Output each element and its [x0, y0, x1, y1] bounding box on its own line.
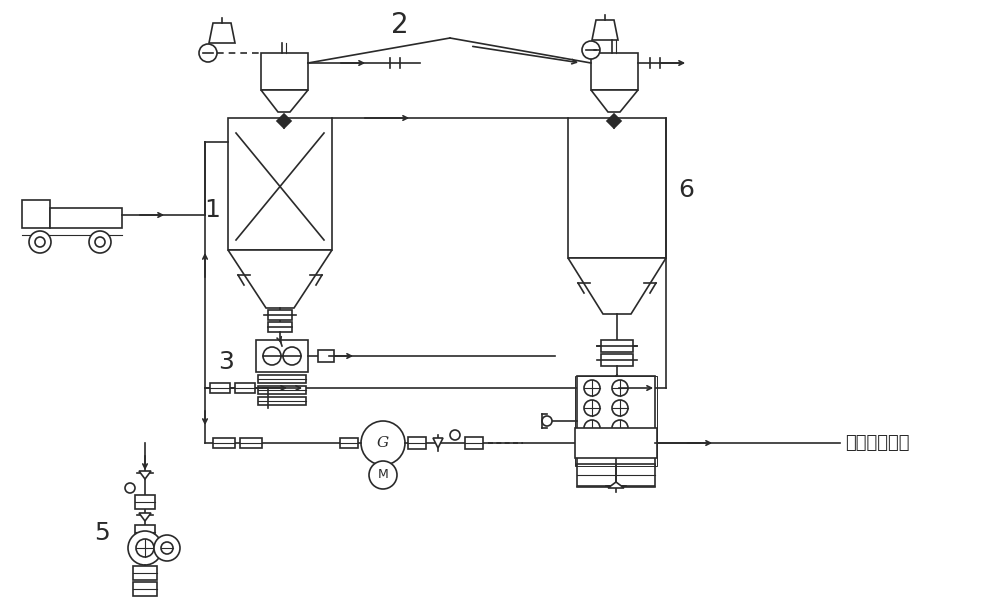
- Circle shape: [136, 539, 154, 557]
- Circle shape: [584, 380, 600, 396]
- Circle shape: [584, 440, 600, 456]
- Polygon shape: [433, 438, 443, 448]
- Circle shape: [584, 420, 600, 436]
- Circle shape: [125, 483, 135, 493]
- Bar: [318, 350, 334, 362]
- Bar: [228, 118, 332, 250]
- Text: 窑头主燃烧器: 窑头主燃烧器: [845, 434, 910, 452]
- Bar: [258, 397, 306, 405]
- Bar: [340, 438, 358, 448]
- Bar: [258, 375, 306, 383]
- Circle shape: [283, 347, 301, 365]
- Polygon shape: [608, 482, 624, 488]
- Bar: [577, 376, 655, 466]
- Bar: [258, 386, 306, 394]
- Circle shape: [361, 421, 405, 465]
- Bar: [135, 495, 155, 509]
- Text: M: M: [378, 468, 388, 481]
- Bar: [577, 464, 655, 486]
- Circle shape: [154, 535, 180, 561]
- Bar: [575, 428, 657, 458]
- Circle shape: [95, 237, 105, 247]
- Polygon shape: [228, 250, 332, 308]
- Bar: [261, 53, 308, 90]
- Circle shape: [612, 400, 628, 416]
- Circle shape: [612, 440, 628, 456]
- Circle shape: [369, 461, 397, 489]
- Polygon shape: [568, 258, 666, 314]
- Text: 2: 2: [391, 11, 409, 39]
- Circle shape: [584, 400, 600, 416]
- Bar: [22, 200, 50, 228]
- Circle shape: [450, 430, 460, 440]
- Circle shape: [582, 41, 600, 59]
- Circle shape: [29, 231, 51, 253]
- Bar: [568, 118, 666, 258]
- Bar: [256, 340, 308, 372]
- Circle shape: [128, 531, 162, 565]
- Circle shape: [542, 416, 552, 426]
- Circle shape: [612, 380, 628, 396]
- Polygon shape: [277, 114, 291, 128]
- Polygon shape: [139, 471, 151, 479]
- Bar: [601, 340, 633, 352]
- Bar: [408, 437, 426, 449]
- Bar: [601, 354, 633, 366]
- Polygon shape: [591, 90, 638, 112]
- Bar: [268, 310, 292, 320]
- Text: 6: 6: [678, 178, 694, 202]
- Text: 5: 5: [94, 521, 110, 545]
- Bar: [213, 438, 235, 448]
- Bar: [465, 437, 483, 449]
- Circle shape: [35, 237, 45, 247]
- Circle shape: [263, 347, 281, 365]
- Text: G: G: [377, 436, 389, 450]
- Polygon shape: [209, 23, 235, 43]
- Bar: [268, 322, 292, 332]
- Polygon shape: [261, 90, 308, 112]
- Circle shape: [161, 542, 173, 554]
- Bar: [235, 383, 255, 393]
- Bar: [135, 525, 155, 539]
- Circle shape: [612, 420, 628, 436]
- Bar: [133, 582, 157, 596]
- Text: 3: 3: [218, 350, 234, 374]
- Polygon shape: [592, 20, 618, 40]
- Bar: [240, 438, 262, 448]
- Bar: [133, 566, 157, 580]
- Circle shape: [89, 231, 111, 253]
- Polygon shape: [607, 114, 621, 128]
- Polygon shape: [139, 513, 151, 521]
- Circle shape: [199, 44, 217, 62]
- Bar: [591, 53, 638, 90]
- Bar: [50, 208, 122, 228]
- Text: 1: 1: [204, 198, 220, 222]
- Bar: [210, 383, 230, 393]
- Bar: [575, 376, 657, 466]
